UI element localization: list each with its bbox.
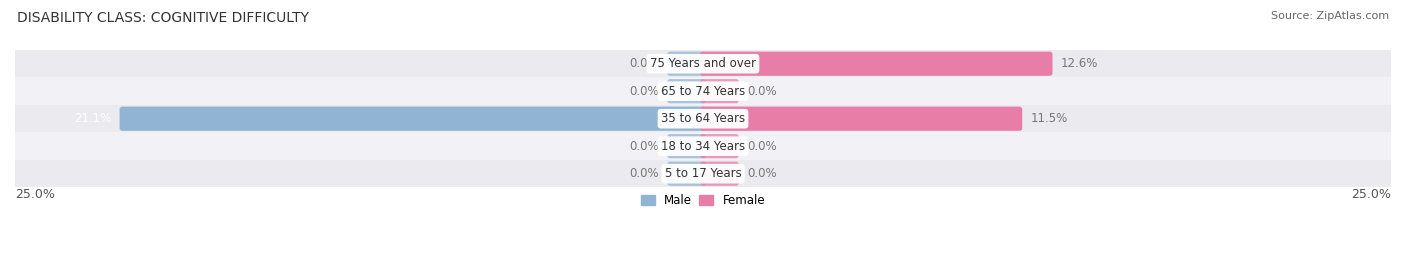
Bar <box>15 105 1391 132</box>
Text: DISABILITY CLASS: COGNITIVE DIFFICULTY: DISABILITY CLASS: COGNITIVE DIFFICULTY <box>17 11 309 25</box>
Text: 0.0%: 0.0% <box>747 140 776 153</box>
Text: 75 Years and over: 75 Years and over <box>650 57 756 70</box>
Text: 0.0%: 0.0% <box>630 57 659 70</box>
FancyBboxPatch shape <box>700 134 738 158</box>
Text: Source: ZipAtlas.com: Source: ZipAtlas.com <box>1271 11 1389 21</box>
FancyBboxPatch shape <box>700 162 738 186</box>
Text: 25.0%: 25.0% <box>15 188 55 201</box>
FancyBboxPatch shape <box>700 52 1053 76</box>
Text: 65 to 74 Years: 65 to 74 Years <box>661 85 745 98</box>
FancyBboxPatch shape <box>700 107 1022 131</box>
Bar <box>15 132 1391 160</box>
Text: 25.0%: 25.0% <box>1351 188 1391 201</box>
Text: 18 to 34 Years: 18 to 34 Years <box>661 140 745 153</box>
FancyBboxPatch shape <box>668 79 706 103</box>
Text: 0.0%: 0.0% <box>747 85 776 98</box>
FancyBboxPatch shape <box>668 52 706 76</box>
Text: 0.0%: 0.0% <box>630 167 659 180</box>
Text: 21.1%: 21.1% <box>75 112 111 125</box>
Bar <box>15 77 1391 105</box>
Text: 0.0%: 0.0% <box>630 140 659 153</box>
FancyBboxPatch shape <box>668 162 706 186</box>
Text: 35 to 64 Years: 35 to 64 Years <box>661 112 745 125</box>
FancyBboxPatch shape <box>120 107 706 131</box>
Bar <box>15 50 1391 77</box>
FancyBboxPatch shape <box>700 79 738 103</box>
Legend: Male, Female: Male, Female <box>636 189 770 212</box>
Text: 11.5%: 11.5% <box>1031 112 1067 125</box>
Text: 0.0%: 0.0% <box>630 85 659 98</box>
Text: 0.0%: 0.0% <box>747 167 776 180</box>
Text: 12.6%: 12.6% <box>1060 57 1098 70</box>
FancyBboxPatch shape <box>668 134 706 158</box>
Text: 5 to 17 Years: 5 to 17 Years <box>665 167 741 180</box>
Bar <box>15 160 1391 187</box>
